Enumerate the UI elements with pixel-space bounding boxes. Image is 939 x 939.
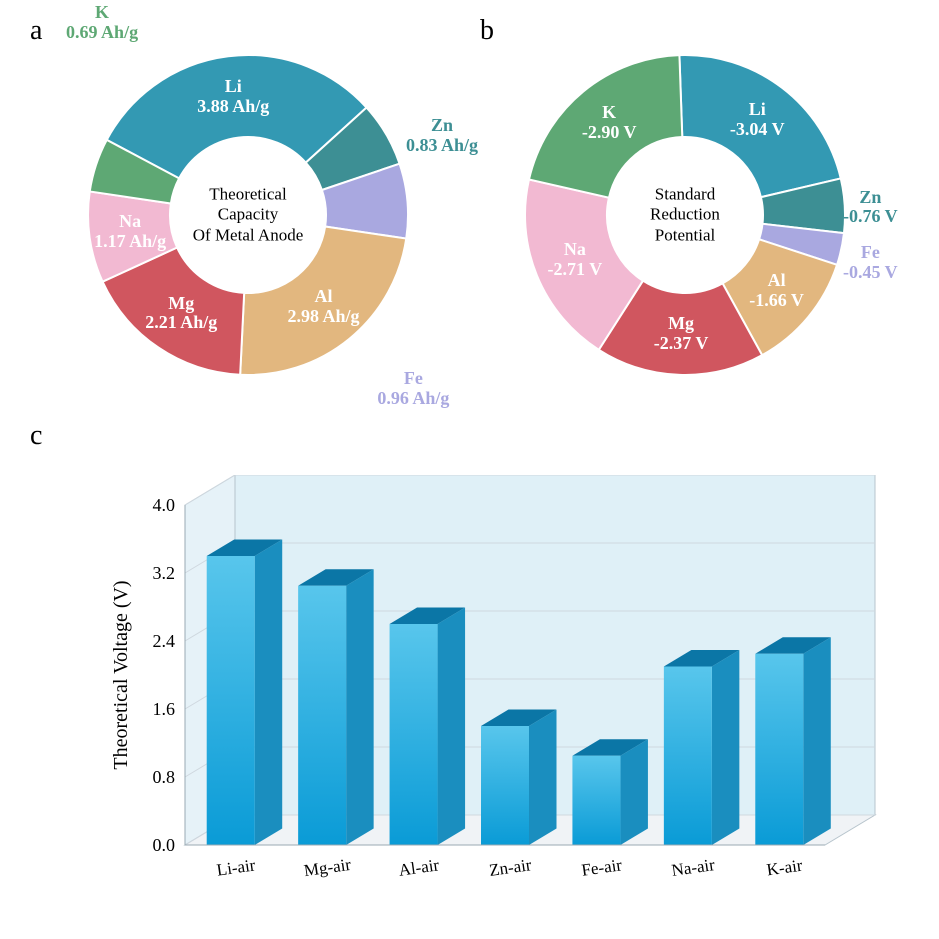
donut-slice-li bbox=[679, 55, 840, 197]
slice-ext-label-k: K0.69 Ah/g bbox=[66, 3, 138, 43]
donut-chart-capacity: TheoreticalCapacityOf Metal Anode Li3.88… bbox=[78, 45, 418, 385]
donut-b-svg bbox=[515, 45, 855, 385]
bar-mg-air bbox=[298, 569, 374, 845]
donut-slice-al bbox=[240, 226, 406, 375]
bar-k-air bbox=[755, 637, 831, 845]
bar-al-air bbox=[390, 608, 466, 846]
panel-label-b: b bbox=[480, 15, 494, 47]
ytick-label: 4.0 bbox=[153, 495, 176, 515]
category-label: Li-air bbox=[215, 855, 256, 879]
ytick-label: 3.2 bbox=[153, 563, 176, 583]
bar-zn-air bbox=[481, 710, 557, 846]
bar-chart-voltage: 0.0 0.8 1.6 2.4 3.2 4.0 Theoretical Voltage (V… bbox=[55, 475, 885, 905]
ytick-label: 0.0 bbox=[153, 835, 176, 855]
bar-fe-air bbox=[572, 739, 648, 845]
bar-li-air bbox=[207, 540, 283, 846]
ytick-label: 2.4 bbox=[153, 631, 176, 651]
ytick-label: 1.6 bbox=[153, 699, 176, 719]
ytick-label: 0.8 bbox=[153, 767, 176, 787]
category-label: Zn-air bbox=[488, 855, 533, 880]
category-label: Al-air bbox=[397, 855, 440, 880]
panel-label-c: c bbox=[30, 420, 42, 452]
y-axis-label: Theoretical Voltage (V) bbox=[110, 580, 132, 769]
category-label: Fe-air bbox=[580, 855, 623, 880]
bar-na-air bbox=[664, 650, 740, 845]
category-label: K-air bbox=[765, 856, 803, 880]
donut-a-svg bbox=[78, 45, 418, 385]
bar3d-svg: 0.0 0.8 1.6 2.4 3.2 4.0 Theoretical Voltage (V… bbox=[55, 475, 885, 905]
donut-slice-k bbox=[529, 55, 682, 198]
category-label: Na-air bbox=[670, 855, 716, 880]
donut-chart-potential: StandardReductionPotential Li-3.04 VZn-0… bbox=[515, 45, 855, 385]
panel-label-a: a bbox=[30, 15, 42, 47]
category-label: Mg-air bbox=[303, 855, 353, 880]
